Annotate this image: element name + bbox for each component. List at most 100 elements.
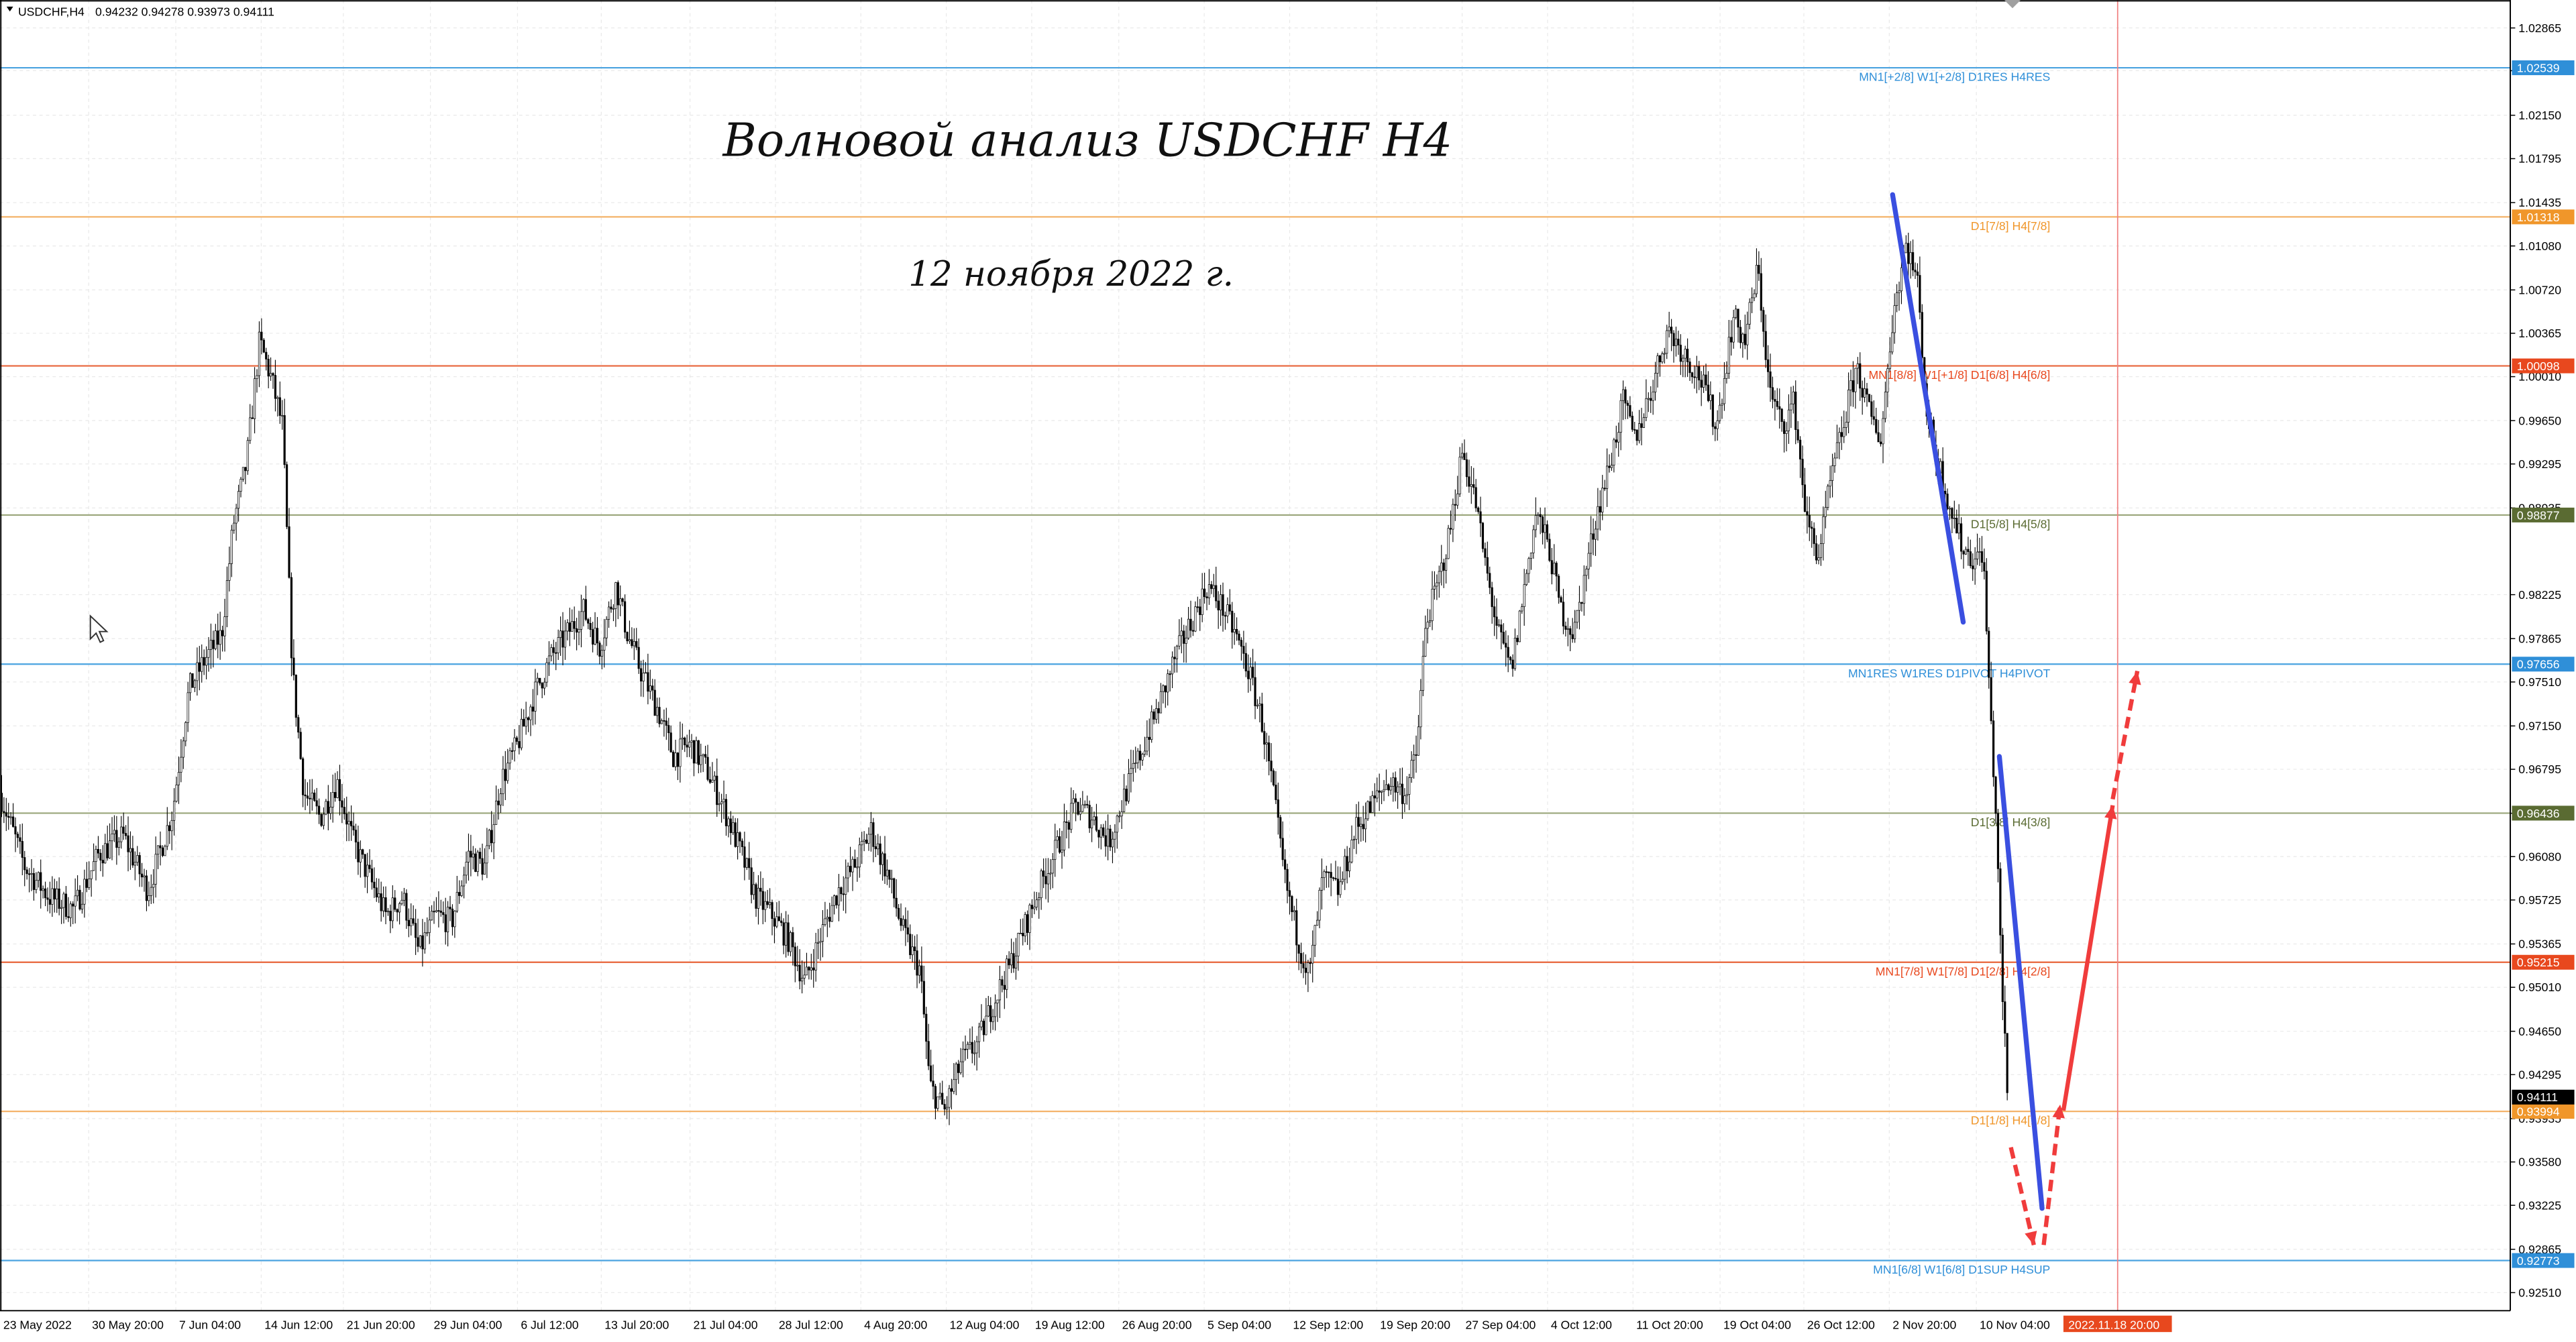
candle-body — [1960, 523, 1963, 552]
dropdown-triangle-icon[interactable] — [6, 6, 13, 12]
forecast-dashed-line[interactable] — [2008, 1146, 2036, 1246]
candle-body — [814, 942, 817, 970]
candle-body — [1642, 417, 1646, 428]
candle-body — [1481, 522, 1485, 549]
time-axis-label: 27 Sep 04:00 — [1465, 1318, 1536, 1331]
candle-body — [1597, 506, 1599, 530]
candle-body — [136, 855, 139, 863]
candle-body — [1856, 363, 1859, 369]
scroll-marker-icon[interactable] — [2004, 0, 2021, 9]
candle-body — [384, 897, 387, 912]
candle-body — [48, 899, 52, 905]
candle-body — [1755, 265, 1758, 294]
candle-body — [1164, 685, 1167, 693]
candle-body — [520, 719, 523, 748]
candle-body — [72, 903, 74, 907]
candle-body — [1884, 392, 1887, 419]
candle-body — [817, 942, 820, 944]
candle-body — [260, 331, 263, 341]
candle-body — [212, 640, 215, 649]
candle-body — [1645, 398, 1648, 418]
candle-body — [966, 1044, 969, 1050]
candle-body — [720, 801, 723, 804]
candle-body — [115, 830, 118, 848]
candle-body — [1067, 822, 1070, 830]
candle-body — [1511, 659, 1514, 669]
candle-body — [1242, 646, 1245, 654]
candle-body — [193, 680, 197, 688]
candle-body — [327, 801, 329, 814]
candle-body — [53, 888, 56, 899]
candle-body — [1442, 562, 1445, 571]
candle-body — [1769, 371, 1772, 388]
level-price-tag — [2512, 1253, 2575, 1268]
candle-body — [658, 707, 661, 724]
candle-body — [1629, 405, 1631, 416]
candle-body — [506, 763, 509, 781]
candle-body — [1336, 879, 1340, 895]
candle-body — [1093, 816, 1095, 821]
candle-body — [1107, 828, 1110, 847]
candle-body — [32, 873, 36, 890]
candle-body — [1125, 789, 1128, 801]
candle-body — [1150, 711, 1153, 740]
candle-body — [962, 1048, 965, 1062]
candle-body — [1410, 760, 1413, 778]
candle-body — [343, 807, 345, 814]
candle-body — [1139, 750, 1142, 761]
candle-body — [1587, 553, 1590, 569]
forecast-solid-line[interactable] — [2061, 805, 2115, 1111]
candle-body — [865, 840, 868, 844]
candle-body — [552, 647, 555, 653]
candle-body — [1070, 803, 1073, 830]
candle-body — [396, 909, 398, 913]
candle-body — [1157, 708, 1160, 714]
candle-body — [230, 530, 233, 564]
arrowhead-icon — [2129, 671, 2141, 685]
candle-body — [1111, 838, 1114, 848]
candle-body — [1776, 401, 1778, 407]
candle-body — [959, 1061, 962, 1073]
candle-body — [1962, 551, 1965, 555]
candle-body — [1440, 562, 1443, 572]
arrowhead-icon — [2104, 805, 2117, 820]
candle-body — [1976, 551, 1979, 559]
candle-body — [557, 637, 559, 653]
candle-body — [492, 824, 495, 844]
candle-body — [819, 941, 822, 943]
candle-body — [550, 647, 553, 657]
candle-body — [350, 821, 353, 827]
blue-trend-line[interactable] — [1890, 192, 1966, 625]
blue-trend-line[interactable] — [1996, 754, 2045, 1211]
forecast-dashed-line[interactable] — [2041, 1104, 2063, 1245]
candle-body — [354, 830, 358, 843]
price-axis-label: 0.96080 — [2518, 850, 2561, 863]
candle-body — [1210, 584, 1213, 590]
level-label: MN1[8/8] W1[+1/8] D1[6/8] H4[6/8] — [1868, 368, 2050, 382]
candle-body — [686, 744, 688, 748]
candle-body — [1951, 508, 1953, 519]
candle-body — [936, 1096, 939, 1109]
candle-body — [127, 835, 129, 852]
candle-body — [290, 577, 293, 659]
candle-body — [1647, 398, 1650, 400]
candle-body — [1670, 327, 1673, 334]
forecast-dashed-line[interactable] — [2110, 670, 2140, 800]
candle-body — [589, 622, 592, 630]
candle-body — [1456, 494, 1459, 506]
candle-body — [104, 843, 107, 864]
candle-body — [1711, 394, 1714, 427]
candle-body — [1654, 373, 1657, 392]
candle-body — [1509, 657, 1512, 661]
candle-body — [1741, 333, 1744, 343]
candle-body — [1109, 828, 1112, 848]
candle-body — [576, 628, 578, 633]
candle-body — [368, 864, 371, 869]
candle-body — [1714, 426, 1717, 429]
candle-body — [283, 415, 286, 465]
candle-body — [1521, 606, 1523, 612]
candle-body — [1817, 557, 1820, 561]
candle-body — [366, 864, 369, 877]
